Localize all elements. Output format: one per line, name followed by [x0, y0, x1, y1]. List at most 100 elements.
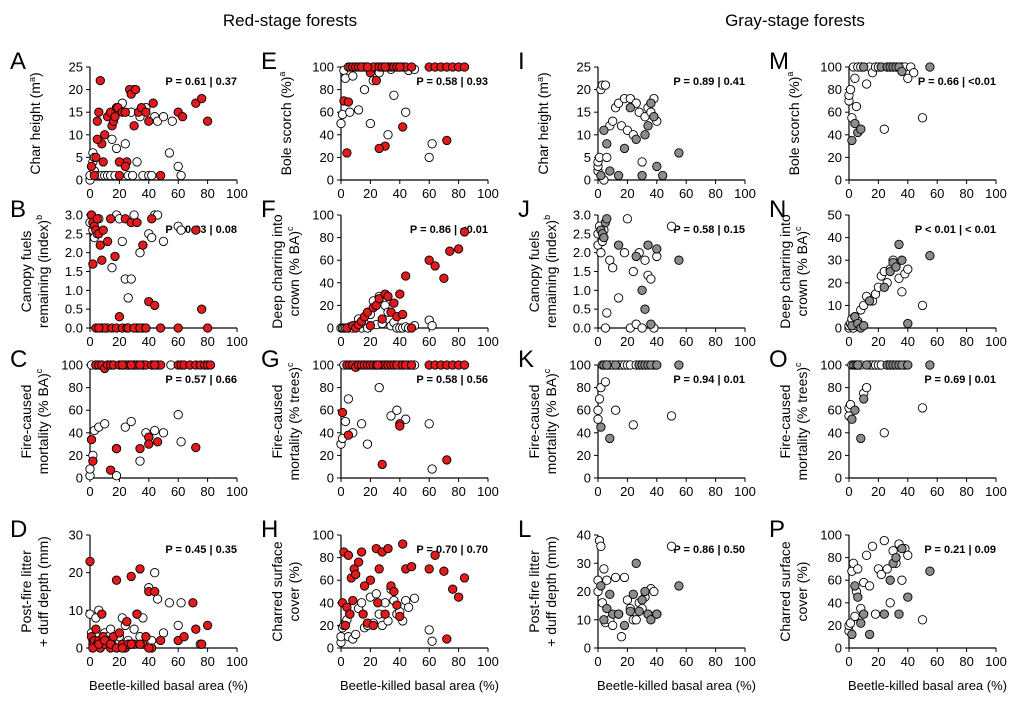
point-d-filled-34 — [191, 624, 201, 634]
ylabel-n: Deep charring intocrown (% BA)c — [777, 214, 810, 329]
point-a-filled-18 — [120, 107, 130, 117]
stat-label-k: P = 0.94 | 0.01 — [673, 374, 745, 386]
point-g-filled-32 — [395, 421, 405, 431]
point-a-filled-5 — [95, 75, 105, 86]
point-f-filled-22 — [430, 261, 440, 271]
xtick-label-l-1: 20 — [620, 654, 634, 669]
point-o-open-10 — [861, 382, 872, 393]
point-c-open-18 — [126, 416, 136, 427]
xtick-label-n-3: 60 — [930, 334, 944, 349]
panel-letter-b: B — [10, 196, 26, 223]
point-h-filled-4 — [343, 550, 354, 560]
panel-o: O 0 20 40 60 80 100 0 20 40 60 80 100 Fire-causedmort… — [769, 346, 1007, 499]
ytick-label-j-0: 0.0 — [573, 321, 591, 336]
point-c-filled-41 — [191, 442, 201, 453]
point-d-filled-16 — [114, 628, 125, 638]
ytick-label-j-1: 0.5 — [573, 302, 591, 317]
xtick-label-c-3: 60 — [171, 484, 185, 499]
point-e-filled-20 — [398, 122, 408, 132]
ytick-label-a-2: 10 — [69, 127, 83, 142]
ytick-label-i-0: 0 — [584, 173, 591, 188]
xtick-label-e-3: 60 — [422, 186, 436, 201]
panel-letter-l: L — [518, 516, 531, 543]
point-e-filled-30 — [343, 97, 354, 107]
point-h-filled-22 — [383, 543, 393, 554]
stat-label-m: P = 0.66 | <0.01 — [918, 76, 996, 88]
point-b-filled-28 — [150, 300, 160, 311]
point-h-filled-31 — [430, 550, 440, 560]
stat-label-j: P = 0.58 | 0.15 — [673, 224, 745, 236]
point-b-open-13 — [123, 293, 133, 303]
point-j-filled-9 — [643, 240, 653, 250]
ytick-label-f-2: 40 — [320, 275, 334, 290]
panel-letter-j: J — [518, 196, 530, 223]
point-d-filled-19 — [122, 616, 132, 627]
point-p-open-15 — [876, 569, 886, 580]
xlabel-d: Beetle-killed basal area (%) — [89, 678, 248, 693]
point-p-open-18 — [885, 598, 895, 608]
point-e-open-24 — [401, 107, 411, 117]
ytick-label-i-3: 15 — [577, 105, 591, 120]
panel-letter-k: K — [518, 346, 534, 373]
point-p-filled-10 — [894, 609, 904, 619]
point-e-filled-33 — [374, 143, 384, 154]
ytick-label-c-5: 100 — [61, 358, 83, 373]
point-e-open-6 — [348, 71, 358, 81]
point-a-open-31 — [158, 112, 169, 122]
point-k-filled-0 — [596, 422, 606, 432]
panel-b: B 0.0 0.5 1.0 1.5 2.0 2.5 3.0 0 20 40 60 80 100 Canopy… — [10, 196, 248, 349]
xtick-label-h-4: 80 — [451, 654, 465, 669]
point-l-open-17 — [631, 615, 641, 625]
ylabel-c: Fire-causedmortality (% BA)c — [18, 368, 51, 474]
panel-letter-c: C — [10, 346, 27, 373]
ytick-label-p-2: 40 — [828, 595, 842, 610]
xtick-label-c-5: 100 — [226, 484, 248, 499]
point-i-filled-15 — [674, 148, 684, 158]
panel-letter-n: N — [769, 196, 786, 223]
point-b-filled-22 — [132, 217, 142, 228]
point-b-filled-25 — [141, 323, 151, 333]
ytick-label-p-1: 20 — [828, 618, 842, 633]
point-d-filled-29 — [150, 586, 160, 597]
point-i-open-10 — [608, 116, 618, 126]
stat-label-d: P = 0.45 | 0.35 — [165, 544, 237, 556]
point-e-open-8 — [353, 105, 364, 115]
point-o-open-21 — [917, 403, 928, 413]
ytick-label-o-5: 100 — [820, 358, 842, 373]
point-b-filled-10 — [102, 236, 113, 247]
panel-k: K 0 20 40 60 80 100 0 20 40 60 80 100 Fire-causedmort… — [518, 346, 756, 499]
xtick-label-a-4: 80 — [200, 186, 214, 201]
ytick-label-o-0: 0 — [835, 471, 842, 486]
ytick-label-n-1: 10 — [828, 298, 842, 313]
point-d-open-30 — [173, 620, 183, 631]
xtick-label-e-4: 80 — [451, 186, 465, 201]
xtick-label-e-2: 40 — [393, 186, 407, 201]
point-k-filled-2 — [602, 360, 612, 370]
ytick-label-i-4: 20 — [577, 82, 591, 97]
point-m-filled-11 — [897, 66, 907, 77]
panel-p: P 0 20 40 60 80 100 0 20 40 60 80 100 Charred surface… — [769, 516, 1007, 693]
point-i-filled-6 — [625, 103, 635, 113]
point-j-filled-7 — [637, 285, 647, 295]
xtick-label-p-2: 40 — [901, 654, 915, 669]
point-c-filled-0 — [86, 434, 97, 445]
point-l-filled-9 — [631, 558, 641, 568]
xtick-label-i-1: 20 — [620, 186, 634, 201]
point-e-open-18 — [383, 130, 393, 140]
xtick-label-p-5: 100 — [985, 654, 1007, 669]
ytick-label-a-4: 20 — [69, 82, 83, 97]
point-b-open-11 — [117, 236, 127, 247]
point-a-open-15 — [111, 143, 122, 154]
point-d-filled-35 — [197, 639, 207, 649]
xtick-label-l-4: 80 — [708, 654, 722, 669]
xtick-label-d-4: 80 — [200, 654, 214, 669]
ylabel-b: Canopy fuelsremaining (index)b — [18, 215, 51, 328]
point-a-open-35 — [176, 170, 186, 181]
ytick-label-g-5: 100 — [312, 358, 334, 373]
point-c-filled-39 — [144, 439, 154, 449]
point-k-open-16 — [628, 420, 638, 430]
point-d-filled-30 — [155, 635, 166, 646]
point-e-filled-22 — [406, 62, 417, 72]
point-n-filled-5 — [864, 296, 875, 306]
ytick-label-j-5: 2.5 — [573, 226, 591, 241]
